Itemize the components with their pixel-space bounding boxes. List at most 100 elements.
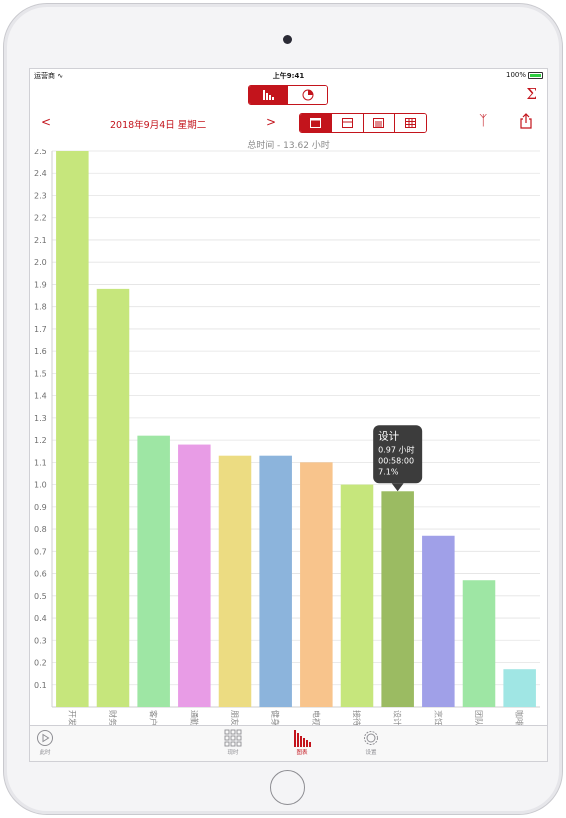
bar [56, 151, 89, 707]
x-tick-label: 电视 [311, 710, 321, 725]
range-day-button[interactable] [300, 114, 332, 132]
day-calendar-icon [309, 118, 321, 128]
bar-chart-icon [294, 730, 311, 747]
grid-icon [224, 729, 242, 747]
y-tick-label: 0.6 [34, 570, 47, 579]
y-tick-label: 2.4 [34, 169, 47, 178]
y-tick-label: 0.4 [34, 614, 47, 623]
y-tick-label: 2.0 [34, 258, 47, 267]
next-day-button[interactable]: > [266, 115, 277, 129]
device-frame: 运营商 ∿ 上午9:41 100% Σ < 2018年9月4日 星期二 > [3, 3, 563, 815]
tab-bar: 此时 现时 图表 设置 [30, 725, 547, 761]
y-tick-label: 1.9 [34, 280, 47, 289]
y-tick-label: 2.2 [34, 214, 47, 223]
bar [381, 491, 414, 707]
tab-settings-label: 设置 [365, 750, 377, 756]
y-tick-label: 1.2 [34, 436, 47, 445]
y-tick-label: 1.4 [34, 392, 47, 401]
x-tick-label: 健身 [271, 710, 281, 725]
y-tick-label: 0.1 [34, 681, 47, 690]
x-tick-label: 财务 [108, 710, 118, 725]
bar [96, 288, 130, 707]
bar [422, 535, 455, 707]
sum-button[interactable]: Σ [526, 85, 537, 103]
gear-icon [364, 731, 378, 745]
pie-chart-icon [302, 89, 313, 101]
range-year-button[interactable] [395, 114, 426, 132]
tooltip-pointer [391, 483, 404, 492]
date-label[interactable]: 2018年9月4日 星期二 [110, 120, 207, 131]
tab-settings[interactable]: 设置 [346, 729, 396, 756]
x-tick-label: 通勤 [189, 710, 199, 725]
x-tick-label: 团队 [474, 710, 484, 725]
x-tick-label: 咖啡 [515, 710, 525, 725]
bar [259, 455, 292, 707]
total-time-label: 总时间 - 13.62 小时 [247, 141, 330, 151]
year-calendar-icon [405, 118, 417, 128]
tab-now-label: 此时 [39, 750, 51, 756]
bar [137, 435, 170, 707]
bar [340, 484, 374, 707]
bar-chart-icon [262, 90, 274, 100]
battery-icon [528, 71, 543, 79]
tooltip-percent: 7.1% [378, 467, 399, 476]
tab-now[interactable]: 此时 [30, 729, 70, 756]
share-button[interactable] [520, 113, 532, 133]
share-icon [520, 113, 532, 129]
y-tick-label: 1.0 [34, 481, 47, 490]
wifi-icon: ∿ [57, 72, 64, 80]
month-calendar-icon [373, 118, 385, 128]
bar [218, 455, 252, 707]
x-tick-label: 开发 [67, 710, 77, 725]
bar [300, 462, 333, 707]
bar [503, 669, 536, 707]
clock-label: 上午9:41 [272, 72, 305, 80]
pie-chart-mode-button[interactable] [288, 86, 327, 104]
y-tick-label: 0.8 [34, 525, 47, 534]
y-tick-label: 1.6 [34, 347, 47, 356]
y-tick-label: 0.9 [34, 503, 47, 512]
tooltip-bubble [373, 425, 423, 484]
y-tick-label: 0.7 [34, 547, 47, 556]
bar-tooltip: 设计 0.97 小时 00:58:00 7.1% [373, 425, 423, 492]
y-tick-label: 2.3 [34, 191, 47, 200]
y-tick-label: 1.8 [34, 303, 47, 312]
bar-chart: 0.1 0.2 0.3 0.4 0.5 0.6 0.7 0.8 0.9 1.0 1.1 1.2 1.3 1… [34, 149, 540, 725]
bar [178, 444, 211, 707]
range-week-button[interactable] [331, 114, 364, 132]
app-screen: 运营商 ∿ 上午9:41 100% Σ < 2018年9月4日 星期二 > [29, 68, 548, 762]
y-tick-label: 0.5 [34, 592, 47, 601]
previous-day-button[interactable]: < [41, 115, 52, 129]
week-calendar-icon [341, 118, 353, 128]
status-bar: 运营商 ∿ 上午9:41 100% [30, 69, 547, 82]
y-tick-label: 0.2 [34, 659, 47, 668]
y-tick-label: 2.5 [34, 149, 47, 156]
bar [462, 580, 496, 707]
x-tick-label: 烹饪 [433, 710, 443, 725]
range-month-button[interactable] [363, 114, 396, 132]
y-tick-label: 1.3 [34, 414, 47, 423]
date-nav-row: < 2018年9月4日 星期二 > [30, 113, 547, 135]
y-tick-label: 0.3 [34, 636, 47, 645]
y-tick-label: 1.7 [34, 325, 47, 334]
x-tick-label: 设计 [393, 710, 403, 725]
play-circle-icon [37, 730, 53, 746]
tooltip-hours: 0.97 小时 [378, 444, 414, 454]
x-tick-label: 接待 [352, 710, 362, 725]
home-button[interactable] [270, 770, 305, 805]
y-tick-label: 2.1 [34, 236, 47, 245]
tab-charts-label: 图表 [296, 750, 308, 756]
bar-chart-mode-button[interactable] [249, 86, 288, 104]
carrier-label: 运营商 ∿ [34, 72, 64, 80]
tab-charts[interactable]: 图表 [277, 729, 327, 756]
tooltip-duration: 00:58:00 [378, 456, 414, 465]
x-tick-label: 朋友 [230, 710, 240, 725]
filter-icon[interactable]: ᛉ [479, 113, 488, 129]
tab-current-label: 现时 [227, 750, 239, 756]
y-tick-label: 1.1 [34, 458, 47, 467]
x-tick-label: 客户 [149, 710, 159, 725]
tab-current[interactable]: 现时 [208, 729, 258, 756]
battery-indicator: 100% [506, 71, 543, 79]
range-segment[interactable] [299, 113, 427, 133]
view-mode-segment[interactable] [248, 85, 328, 105]
